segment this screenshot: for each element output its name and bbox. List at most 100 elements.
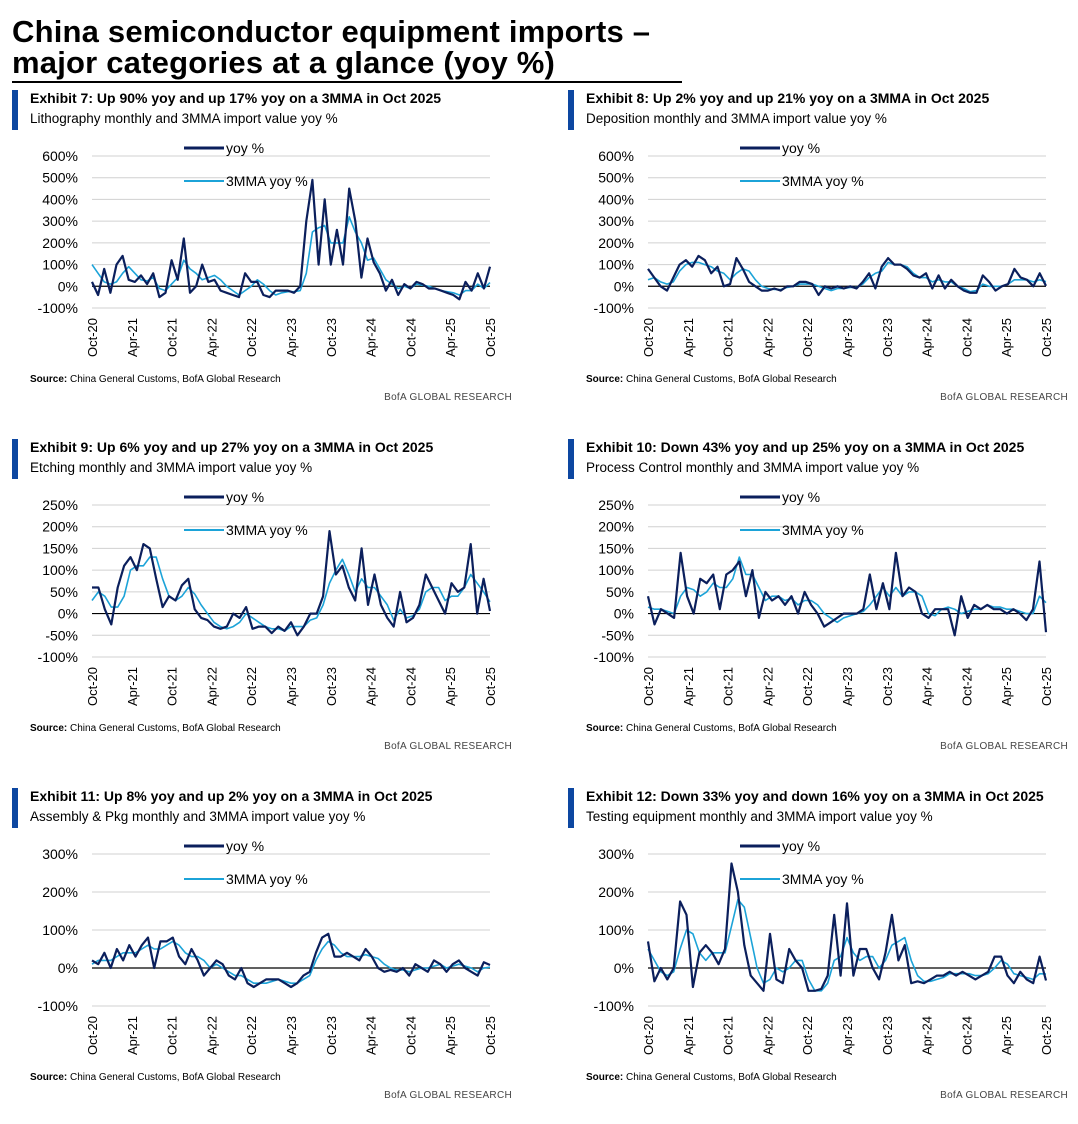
x-tick-label: Apr-24 [920, 318, 935, 357]
exhibit-subtitle: Lithography monthly and 3MMA import valu… [30, 111, 338, 126]
x-tick-label: Oct-23 [880, 318, 895, 357]
x-tick-label: Apr-25 [443, 1016, 458, 1055]
y-tick-label: 150% [598, 540, 634, 556]
y-tick-label: 100% [42, 562, 78, 578]
y-tick-label: 300% [42, 846, 78, 862]
accent-bar [568, 90, 574, 130]
mma-series-line [91, 940, 491, 984]
x-tick-label: Apr-22 [760, 667, 775, 706]
x-tick-label: Apr-23 [840, 667, 855, 706]
x-tick-label: Oct-21 [721, 318, 736, 357]
yoy-series-line [91, 932, 491, 989]
source-note: Source: China General Customs, BofA Glob… [586, 1072, 837, 1083]
y-tick-label: 100% [598, 257, 634, 273]
y-tick-label: 300% [42, 213, 78, 229]
y-tick-label: 200% [598, 519, 634, 535]
accent-bar [568, 788, 574, 828]
source-text: China General Customs, BofA Global Resea… [70, 1072, 281, 1083]
x-tick-label: Apr-22 [760, 318, 775, 357]
y-tick-label: 200% [42, 519, 78, 535]
y-tick-label: -50% [601, 627, 634, 643]
source-note: Source: China General Customs, BofA Glob… [586, 374, 837, 385]
y-tick-label: 0% [58, 606, 78, 622]
y-tick-label: 100% [598, 562, 634, 578]
x-tick-label: Oct-21 [165, 318, 180, 357]
x-tick-label: Oct-25 [1039, 318, 1054, 357]
y-tick-label: 0% [614, 606, 634, 622]
y-tick-label: 500% [598, 170, 634, 186]
x-tick-label: Apr-24 [920, 667, 935, 706]
exhibit-7-panel: Exhibit 7: Up 90% yoy and up 17% yoy on … [12, 88, 512, 423]
y-tick-label: 300% [598, 213, 634, 229]
y-tick-label: 50% [50, 584, 78, 600]
source-label: Source: [30, 723, 68, 734]
x-tick-label: Oct-20 [641, 1016, 656, 1055]
source-label: Source: [586, 1072, 624, 1083]
source-text: China General Customs, BofA Global Resea… [626, 723, 837, 734]
legend-mma-label: 3MMA yoy % [226, 871, 308, 887]
source-label: Source: [30, 374, 68, 385]
mma-series-line [91, 556, 491, 632]
x-tick-label: Apr-24 [364, 318, 379, 357]
legend-mma-label: 3MMA yoy % [782, 871, 864, 887]
yoy-series-line [647, 254, 1047, 297]
y-tick-label: -100% [594, 998, 634, 1014]
x-tick-label: Oct-20 [85, 1016, 100, 1055]
source-note: Source: China General Customs, BofA Glob… [586, 723, 837, 734]
exhibit-9-chart: -100% -50% 0% 50% 100% 150% 200% 250% Oct-20 Apr-… [38, 489, 498, 706]
x-tick-label: Oct-25 [483, 318, 498, 357]
x-tick-label: Apr-23 [284, 667, 299, 706]
source-label: Source: [30, 1072, 68, 1083]
y-tick-label: 250% [42, 497, 78, 513]
exhibit-12-chart: -100% 0% 100% 200% 300% Oct-20 Apr-21 Oct-21 Apr… [594, 838, 1054, 1055]
x-tick-label: Apr-24 [364, 1016, 379, 1055]
source-note: Source: China General Customs, BofA Glob… [30, 723, 281, 734]
x-tick-label: Oct-23 [324, 1016, 339, 1055]
x-tick-label: Apr-25 [999, 1016, 1014, 1055]
y-tick-label: 100% [598, 922, 634, 938]
x-tick-label: Oct-20 [641, 318, 656, 357]
brand-label: BofA GLOBAL RESEARCH [940, 741, 1068, 752]
x-tick-label: Oct-22 [244, 1016, 259, 1055]
x-tick-label: Oct-24 [403, 318, 418, 357]
yoy-series-line [91, 178, 492, 301]
x-tick-label: Oct-22 [800, 1016, 815, 1055]
x-tick-label: Oct-24 [403, 667, 418, 706]
legend-mma-label: 3MMA yoy % [226, 173, 308, 189]
y-tick-label: 0% [614, 278, 634, 294]
y-tick-label: -100% [594, 649, 634, 665]
x-tick-label: Oct-23 [324, 667, 339, 706]
x-tick-label: Oct-21 [165, 667, 180, 706]
x-tick-label: Apr-22 [204, 1016, 219, 1055]
y-tick-label: 100% [42, 922, 78, 938]
x-tick-label: Oct-24 [959, 667, 974, 706]
exhibit-9-panel: Exhibit 9: Up 6% yoy and up 27% yoy on a… [12, 437, 512, 772]
exhibit-7-chart: -100% 0% 100% 200% 300% 400% 500% 600% Oct-20 Apr… [38, 140, 498, 357]
y-tick-label: 400% [598, 191, 634, 207]
y-tick-label: 250% [598, 497, 634, 513]
exhibit-10-chart: -100% -50% 0% 50% 100% 150% 200% 250% Oct-20 Apr-… [594, 489, 1054, 706]
x-tick-label: Apr-21 [681, 1016, 696, 1055]
y-tick-label: 200% [42, 884, 78, 900]
legend-mma-label: 3MMA yoy % [782, 173, 864, 189]
exhibit-title: Exhibit 12: Down 33% yoy and down 16% yo… [586, 788, 1044, 804]
y-tick-label: -50% [45, 627, 78, 643]
x-tick-label: Apr-21 [125, 318, 140, 357]
x-tick-label: Oct-20 [641, 667, 656, 706]
y-tick-label: 200% [598, 884, 634, 900]
brand-label: BofA GLOBAL RESEARCH [384, 392, 512, 403]
exhibit-subtitle: Deposition monthly and 3MMA import value… [586, 111, 887, 126]
y-tick-label: -100% [38, 300, 78, 316]
y-tick-label: 600% [42, 148, 78, 164]
y-tick-label: 500% [42, 170, 78, 186]
x-tick-label: Apr-21 [125, 1016, 140, 1055]
exhibit-8-panel: Exhibit 8: Up 2% yoy and up 21% yoy on a… [568, 88, 1068, 423]
x-tick-label: Apr-22 [760, 1016, 775, 1055]
legend-yoy-label: yoy % [226, 838, 264, 854]
page-title-line-1: China semiconductor equipment imports – [12, 14, 651, 49]
y-tick-label: 200% [598, 235, 634, 251]
legend-yoy-label: yoy % [782, 489, 820, 505]
exhibit-12-panel: Exhibit 12: Down 33% yoy and down 16% yo… [568, 786, 1068, 1121]
y-tick-label: -100% [594, 300, 634, 316]
brand-label: BofA GLOBAL RESEARCH [940, 392, 1068, 403]
